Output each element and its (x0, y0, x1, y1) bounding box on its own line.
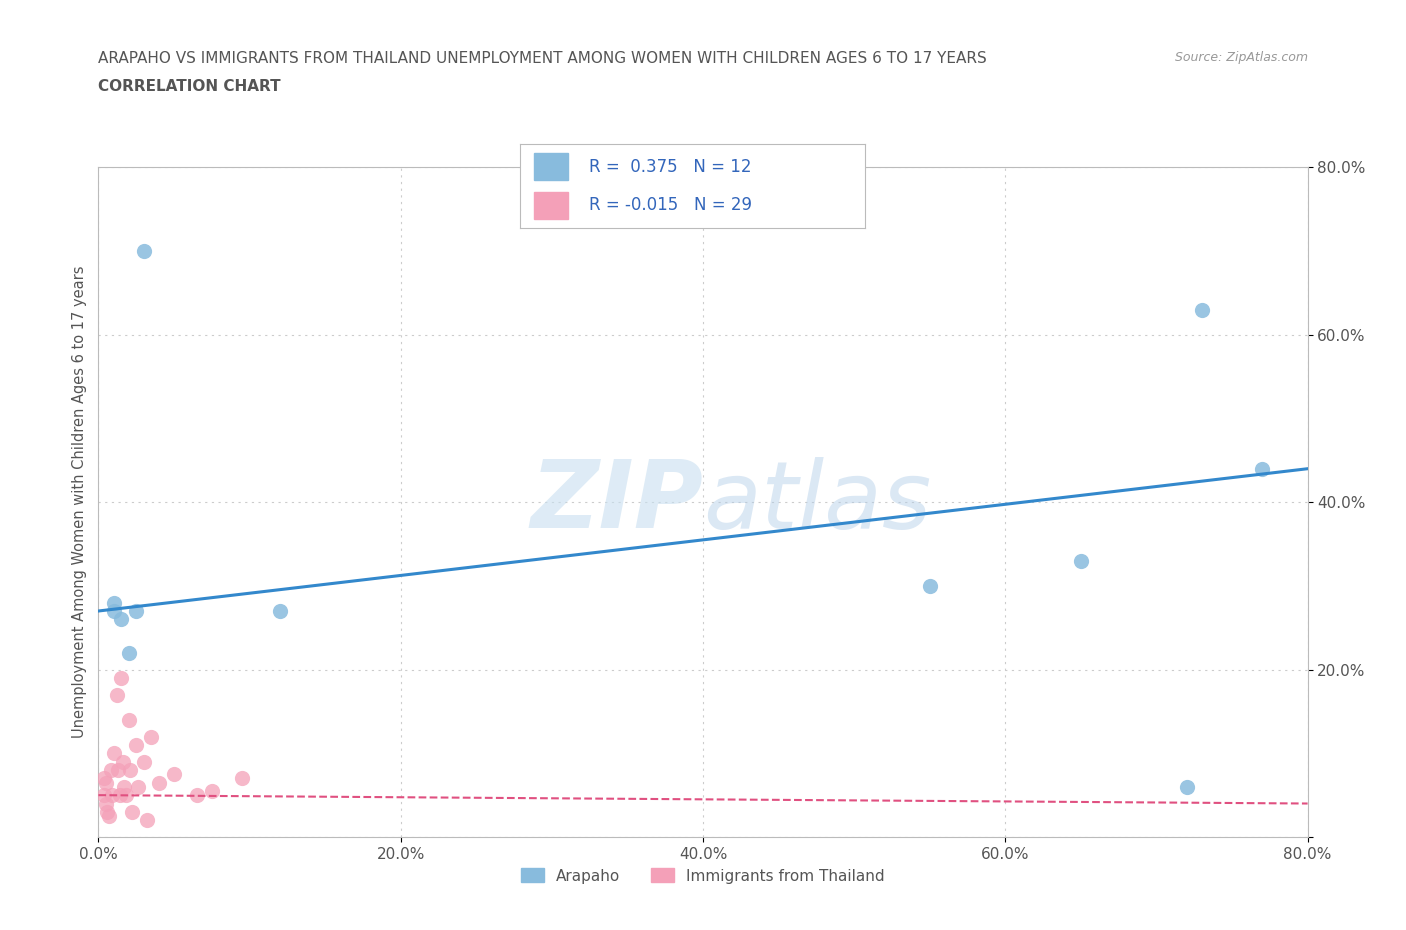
Point (120, 763, 142, 777)
Bar (534, 153, 568, 180)
Point (100, 763, 122, 777)
Point (105, 687, 128, 702)
Point (1191, 302, 1213, 317)
Point (118, 712, 141, 727)
Point (103, 604, 125, 618)
Point (96, 804, 118, 819)
Point (148, 776, 170, 790)
Point (186, 788, 208, 803)
Point (98, 809, 121, 824)
Point (118, 645, 141, 660)
Point (94, 776, 117, 790)
Point (110, 671, 132, 685)
Text: atlas: atlas (703, 457, 931, 548)
Point (125, 737, 148, 752)
Point (1070, 553, 1092, 568)
Point (108, 788, 131, 803)
Point (114, 788, 136, 803)
Point (93, 771, 115, 786)
Point (141, 729, 163, 744)
Point (1175, 779, 1198, 794)
Point (135, 813, 157, 828)
Y-axis label: Unemployment Among Women with Children Ages 6 to 17 years: Unemployment Among Women with Children A… (72, 266, 87, 738)
Point (103, 595, 125, 610)
Point (107, 763, 129, 777)
Text: R = -0.015   N = 29: R = -0.015 N = 29 (589, 196, 752, 214)
Point (132, 244, 155, 259)
Text: ZIP: ZIP (530, 457, 703, 548)
Point (918, 578, 941, 593)
Point (101, 788, 124, 803)
Point (163, 766, 186, 781)
Point (110, 612, 132, 627)
Point (201, 783, 224, 798)
Point (111, 754, 134, 769)
Point (231, 771, 253, 786)
Legend: Arapaho, Immigrants from Thailand: Arapaho, Immigrants from Thailand (515, 862, 891, 890)
Text: ARAPAHO VS IMMIGRANTS FROM THAILAND UNEMPLOYMENT AMONG WOMEN WITH CHILDREN AGES : ARAPAHO VS IMMIGRANTS FROM THAILAND UNEM… (98, 51, 987, 66)
Point (125, 604, 148, 618)
Point (103, 746, 125, 761)
Point (132, 754, 155, 769)
Text: R =  0.375   N = 12: R = 0.375 N = 12 (589, 158, 752, 176)
Point (269, 604, 291, 618)
Point (127, 779, 149, 794)
Point (94, 796, 117, 811)
Text: CORRELATION CHART: CORRELATION CHART (98, 79, 281, 94)
Text: Source: ZipAtlas.com: Source: ZipAtlas.com (1174, 51, 1308, 64)
Point (1251, 461, 1274, 476)
Point (93, 788, 115, 803)
Point (112, 779, 135, 794)
Bar (534, 192, 568, 219)
Point (121, 804, 143, 819)
